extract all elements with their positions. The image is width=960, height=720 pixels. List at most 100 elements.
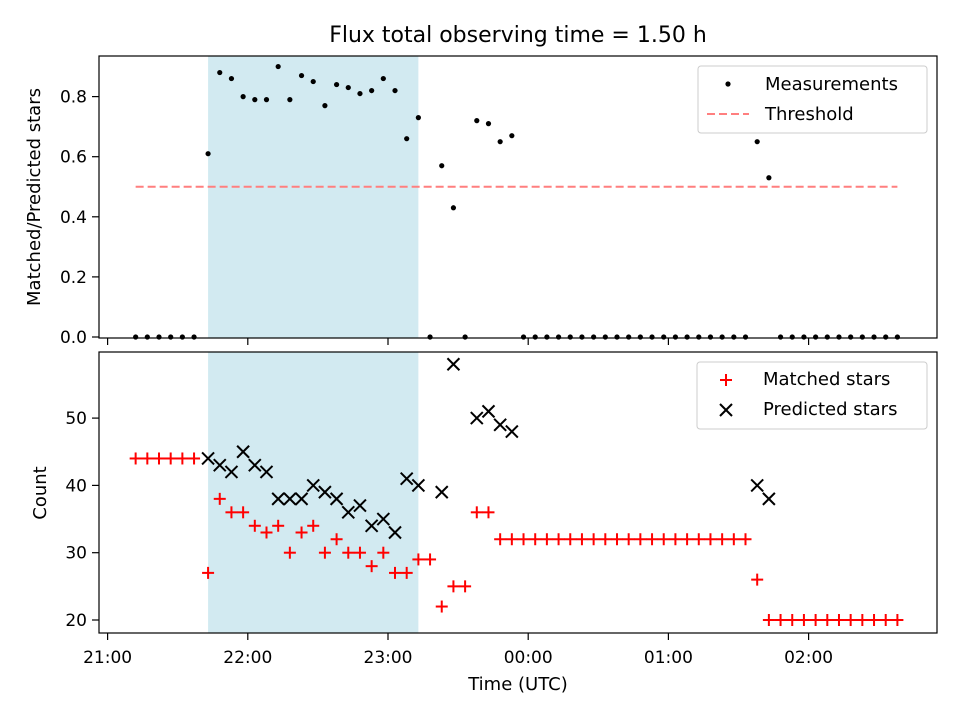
measurement-point	[179, 334, 185, 340]
matched-point	[342, 546, 355, 559]
top-axes-frame	[98, 55, 938, 339]
y-tick-label: 40	[65, 476, 87, 496]
matched-point	[164, 452, 177, 465]
measurement-point	[766, 175, 772, 181]
top-ylabel: Matched/Predicted stars	[24, 88, 45, 306]
predicted-point	[481, 404, 496, 419]
measurement-point	[240, 94, 246, 100]
matched-point	[260, 526, 273, 539]
top-shaded-span	[208, 56, 419, 338]
y-tick-label: 30	[65, 544, 87, 564]
matched-point	[318, 546, 331, 559]
measurement-point	[532, 334, 538, 340]
predicted-point	[271, 492, 285, 506]
bottom-ylabel: Count	[30, 466, 51, 519]
measurement-point	[696, 334, 702, 340]
measurement-point	[217, 69, 223, 76]
measurement-point	[801, 334, 807, 340]
top-legend: Measurements Threshold	[697, 65, 928, 134]
matched-point	[622, 533, 635, 546]
measurement-point	[427, 334, 433, 340]
matched-point	[704, 533, 717, 546]
measurement-point	[263, 97, 270, 103]
predicted-point	[201, 451, 215, 466]
top-x-ticks	[106, 338, 810, 345]
predicted-point	[294, 492, 309, 506]
matched-point	[879, 614, 892, 626]
matched-point	[868, 614, 881, 626]
predicted-point	[376, 512, 391, 526]
measurement-point	[322, 103, 328, 109]
measurement-point	[789, 334, 795, 340]
measurement-point	[404, 136, 410, 142]
legend-measurements-label: Measurements	[765, 74, 898, 95]
measurement-point	[777, 334, 784, 340]
y-tick-label: 0.0	[60, 328, 87, 348]
y-tick-label: 0.4	[60, 208, 87, 228]
matched-point	[153, 452, 166, 465]
matched-point	[716, 533, 729, 546]
measurement-point	[298, 72, 305, 79]
top-panel: 0.00.20.40.60.8 Matched/Predicted stars …	[24, 55, 938, 348]
matched-point	[739, 533, 752, 546]
matched-point	[844, 614, 857, 626]
matched-point	[821, 614, 834, 626]
predicted-point	[750, 478, 764, 493]
measurement-point	[462, 334, 468, 340]
matched-point	[188, 452, 201, 465]
measurement-point	[544, 334, 550, 340]
matched-point	[389, 566, 402, 579]
matched-point	[470, 506, 483, 519]
matched-point	[295, 526, 308, 539]
matched-point	[564, 533, 577, 546]
legend-matched-label: Matched stars	[763, 369, 890, 390]
measurement-point	[555, 334, 562, 340]
measurement-point	[848, 334, 854, 340]
measurement-point	[520, 334, 527, 340]
measurement-point	[439, 163, 445, 169]
y-tick-label: 0.2	[60, 268, 87, 288]
x-tick-label: 01:00	[644, 648, 693, 668]
matched-point	[762, 614, 775, 626]
matched-point	[657, 533, 670, 546]
measurement-point	[672, 334, 679, 340]
matched-point	[412, 553, 425, 566]
x-tick-label: 21:00	[83, 648, 132, 668]
x-tick-label: 23:00	[364, 648, 413, 668]
matched-point	[681, 533, 694, 546]
matched-point	[176, 452, 189, 465]
predicted-star-points	[201, 357, 776, 540]
matched-point	[529, 533, 542, 546]
measurement-point	[719, 334, 725, 340]
matched-point	[435, 600, 448, 613]
legend-predicted-marker	[719, 403, 733, 417]
bottom-y-ticks: 20 30 40 50	[65, 409, 99, 631]
matched-point	[307, 519, 320, 532]
measurement-point	[602, 334, 608, 340]
measurement-point	[591, 334, 597, 340]
matched-point	[505, 533, 518, 546]
predicted-point	[353, 498, 367, 513]
bottom-axes-frame	[98, 351, 938, 634]
measurement-point	[754, 139, 760, 145]
measurement-point	[836, 334, 842, 340]
predicted-point	[470, 411, 484, 425]
measurement-point	[415, 115, 421, 121]
measurement-point	[824, 334, 830, 340]
legend-threshold-label: Threshold	[764, 104, 854, 125]
predicted-point	[399, 471, 414, 486]
matched-point	[599, 533, 612, 546]
measurement-point	[380, 75, 386, 82]
shaded-span	[208, 352, 419, 633]
matched-point	[552, 533, 565, 546]
predicted-point	[318, 485, 332, 499]
legend-matched-marker	[720, 374, 732, 386]
matched-point	[809, 614, 822, 626]
predicted-point	[505, 424, 519, 439]
predicted-point	[435, 485, 449, 499]
bottom-xlabel: Time (UTC)	[467, 674, 568, 695]
measurement-point	[614, 334, 620, 340]
predicted-point	[283, 492, 297, 506]
matched-point	[587, 533, 600, 546]
measurement-point	[310, 78, 316, 85]
